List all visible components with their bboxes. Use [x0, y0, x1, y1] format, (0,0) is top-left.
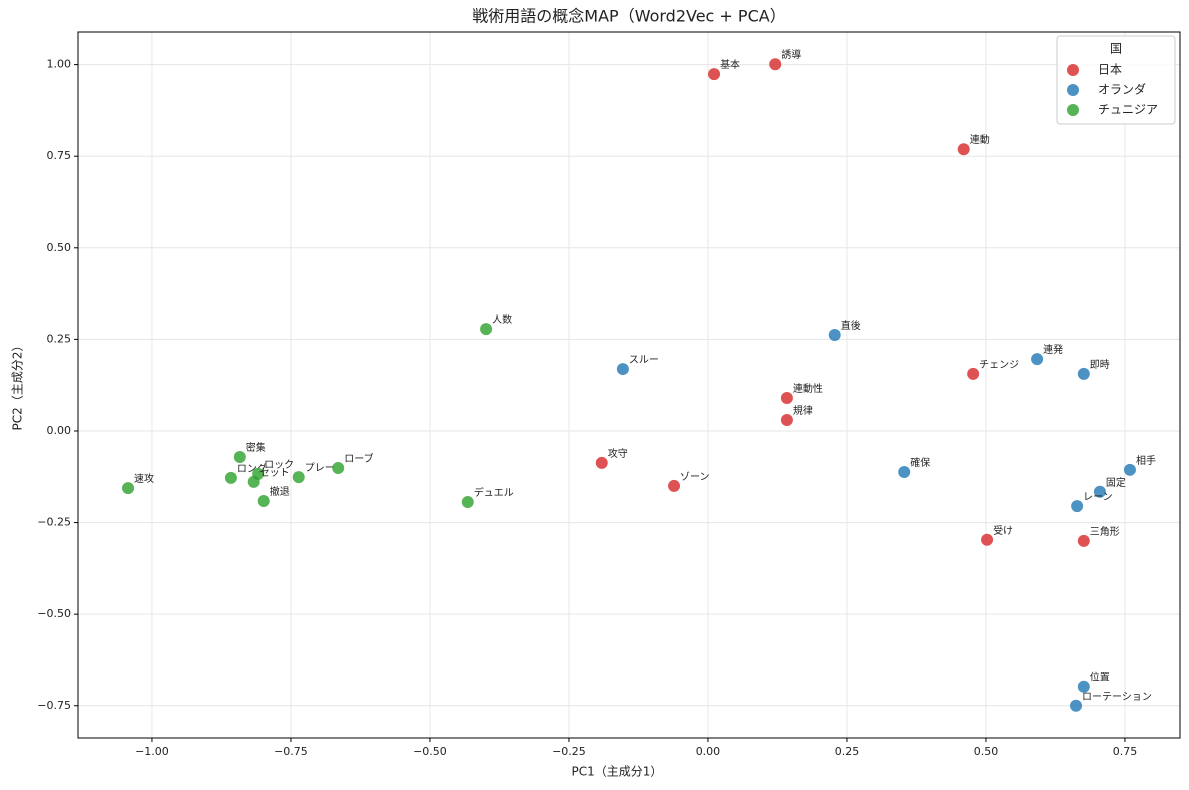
legend-box	[1056, 35, 1176, 125]
legend-title: 国	[1110, 42, 1122, 56]
x-tick-label: 0.75	[1113, 745, 1138, 758]
legend-label: オランダ	[1098, 82, 1146, 97]
legend-label: 日本	[1098, 63, 1122, 77]
point-label: セット	[260, 467, 290, 479]
point	[480, 323, 493, 336]
point	[957, 143, 970, 156]
point	[257, 494, 270, 507]
x-tick-label: −1.00	[135, 745, 169, 758]
point	[595, 456, 608, 469]
legend-label: チュニジア	[1098, 103, 1158, 117]
point	[981, 533, 994, 546]
point-label: チェンジ	[979, 359, 1019, 371]
point-label: 密集	[246, 441, 266, 454]
point	[1077, 367, 1090, 380]
x-tick-label: 0.00	[696, 745, 721, 758]
y-tick-label: 0.75	[47, 149, 72, 162]
point-label: 連動性	[793, 382, 823, 395]
x-tick-label: 0.50	[974, 745, 999, 758]
point-label: 撤退	[270, 485, 290, 498]
point	[1031, 353, 1044, 366]
point	[668, 479, 681, 492]
point-label: 連動	[970, 133, 990, 146]
point	[292, 471, 305, 484]
point	[122, 482, 135, 495]
chart-title: 戦術用語の概念MAP（Word2Vec + PCA）	[472, 7, 785, 26]
y-tick-label: −0.75	[37, 699, 71, 712]
point-label: 直後	[841, 319, 861, 332]
point	[708, 68, 721, 81]
point-label: 位置	[1090, 671, 1110, 684]
point	[332, 461, 345, 474]
point-label: ゾーン	[680, 471, 710, 483]
x-tick-label: −0.50	[413, 745, 447, 758]
point	[1070, 699, 1083, 712]
point	[224, 471, 237, 484]
point	[247, 475, 260, 488]
y-tick-label: 0.00	[47, 424, 72, 437]
y-axis-label: PC2（主成分2）	[11, 340, 25, 431]
point-label: 固定	[1106, 476, 1126, 489]
y-tick-label: 1.00	[47, 58, 72, 71]
x-tick-label: 0.25	[835, 745, 860, 758]
point	[461, 496, 474, 509]
point	[780, 392, 793, 405]
point-label: スルー	[629, 355, 659, 366]
point-label: 攻守	[608, 447, 628, 460]
point	[233, 450, 246, 463]
point	[967, 367, 980, 380]
plot-frame	[77, 31, 1181, 739]
point-label: デュエル	[474, 486, 514, 499]
point	[1123, 463, 1136, 476]
point-label: 三角形	[1090, 526, 1120, 538]
point-label: 連発	[1043, 343, 1063, 356]
point	[616, 363, 629, 376]
point	[1077, 534, 1090, 547]
y-tick-label: 0.25	[47, 332, 72, 345]
x-tick-label: −0.25	[552, 745, 586, 758]
point-label: ローブ	[344, 452, 373, 465]
point	[1093, 485, 1106, 498]
legend-marker	[1067, 64, 1079, 76]
y-tick-label: −0.25	[37, 516, 71, 529]
point-label: レーン	[1083, 492, 1113, 503]
x-tick-label: −0.75	[274, 745, 308, 758]
point-label: 規律	[793, 404, 813, 417]
legend-marker	[1067, 84, 1079, 96]
y-tick-label: 0.50	[47, 241, 72, 254]
point-label: 人数	[492, 313, 512, 326]
point-label: ロック	[264, 459, 294, 471]
legend-marker	[1067, 104, 1079, 116]
point	[769, 58, 782, 71]
point-label: 確保	[910, 456, 930, 469]
point-label: 誘導	[781, 48, 801, 61]
point	[1077, 680, 1090, 693]
x-axis-label: PC1（主成分1）	[572, 765, 663, 779]
point	[828, 328, 841, 341]
point-label: 基本	[720, 58, 740, 71]
point-label: 受け	[993, 525, 1013, 537]
point-label: 即時	[1090, 359, 1110, 371]
point-label: ローテーション	[1082, 692, 1152, 703]
point-label: 速攻	[134, 472, 154, 485]
point	[1071, 500, 1084, 513]
point	[780, 413, 793, 426]
y-tick-label: −0.50	[37, 607, 71, 620]
point-label: プレー	[305, 462, 335, 474]
point-label: 相手	[1136, 454, 1156, 467]
point	[898, 466, 911, 479]
